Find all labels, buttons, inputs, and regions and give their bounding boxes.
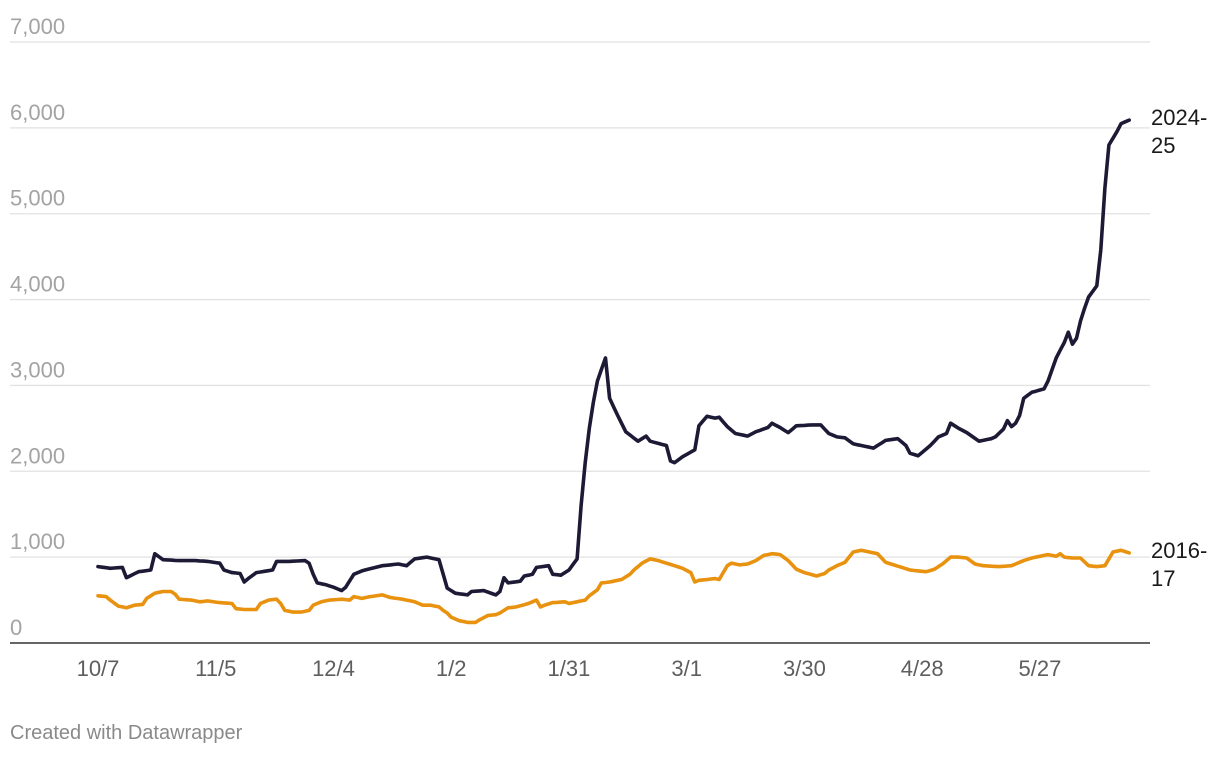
x-tick-label: 11/5 [195,656,236,681]
y-axis-ticks: 0 1,000 2,000 3,000 4,000 5,000 6,000 7,000 [10,14,65,640]
y-tick-label: 6,000 [10,100,65,125]
x-tick-label: 5/27 [1019,656,1062,681]
y-tick-label: 0 [10,615,22,640]
x-tick-label: 3/30 [783,656,826,681]
series-lines [96,118,1131,625]
series-labels: 2016- 17 2024- 25 [1151,105,1207,591]
x-tick-label: 1/31 [548,656,591,681]
x-tick-label: 3/1 [671,656,702,681]
x-tick-label: 12/4 [312,656,355,681]
y-tick-label: 2,000 [10,443,65,468]
series-label-2024-25: 25 [1151,133,1175,158]
series-line-2024-25 [96,118,1131,597]
y-tick-label: 3,000 [10,357,65,382]
y-tick-label: 4,000 [10,272,65,297]
series-label-2024-25: 2024- [1151,105,1207,130]
x-axis-ticks: 10/7 11/5 12/4 1/2 1/31 3/1 3/30 4/28 5/27 [77,656,1062,681]
grid-lines [10,41,1150,644]
series-line-2016-17 [96,548,1131,625]
y-tick-label: 5,000 [10,186,65,211]
x-tick-label: 4/28 [901,656,944,681]
y-tick-label: 7,000 [10,14,65,39]
series-label-2016-17: 17 [1151,566,1175,591]
x-tick-label: 10/7 [77,656,120,681]
x-tick-label: 1/2 [436,656,467,681]
series-label-2016-17: 2016- [1151,538,1207,563]
chart-credit: Created with Datawrapper [10,722,243,744]
y-tick-label: 1,000 [10,529,65,554]
